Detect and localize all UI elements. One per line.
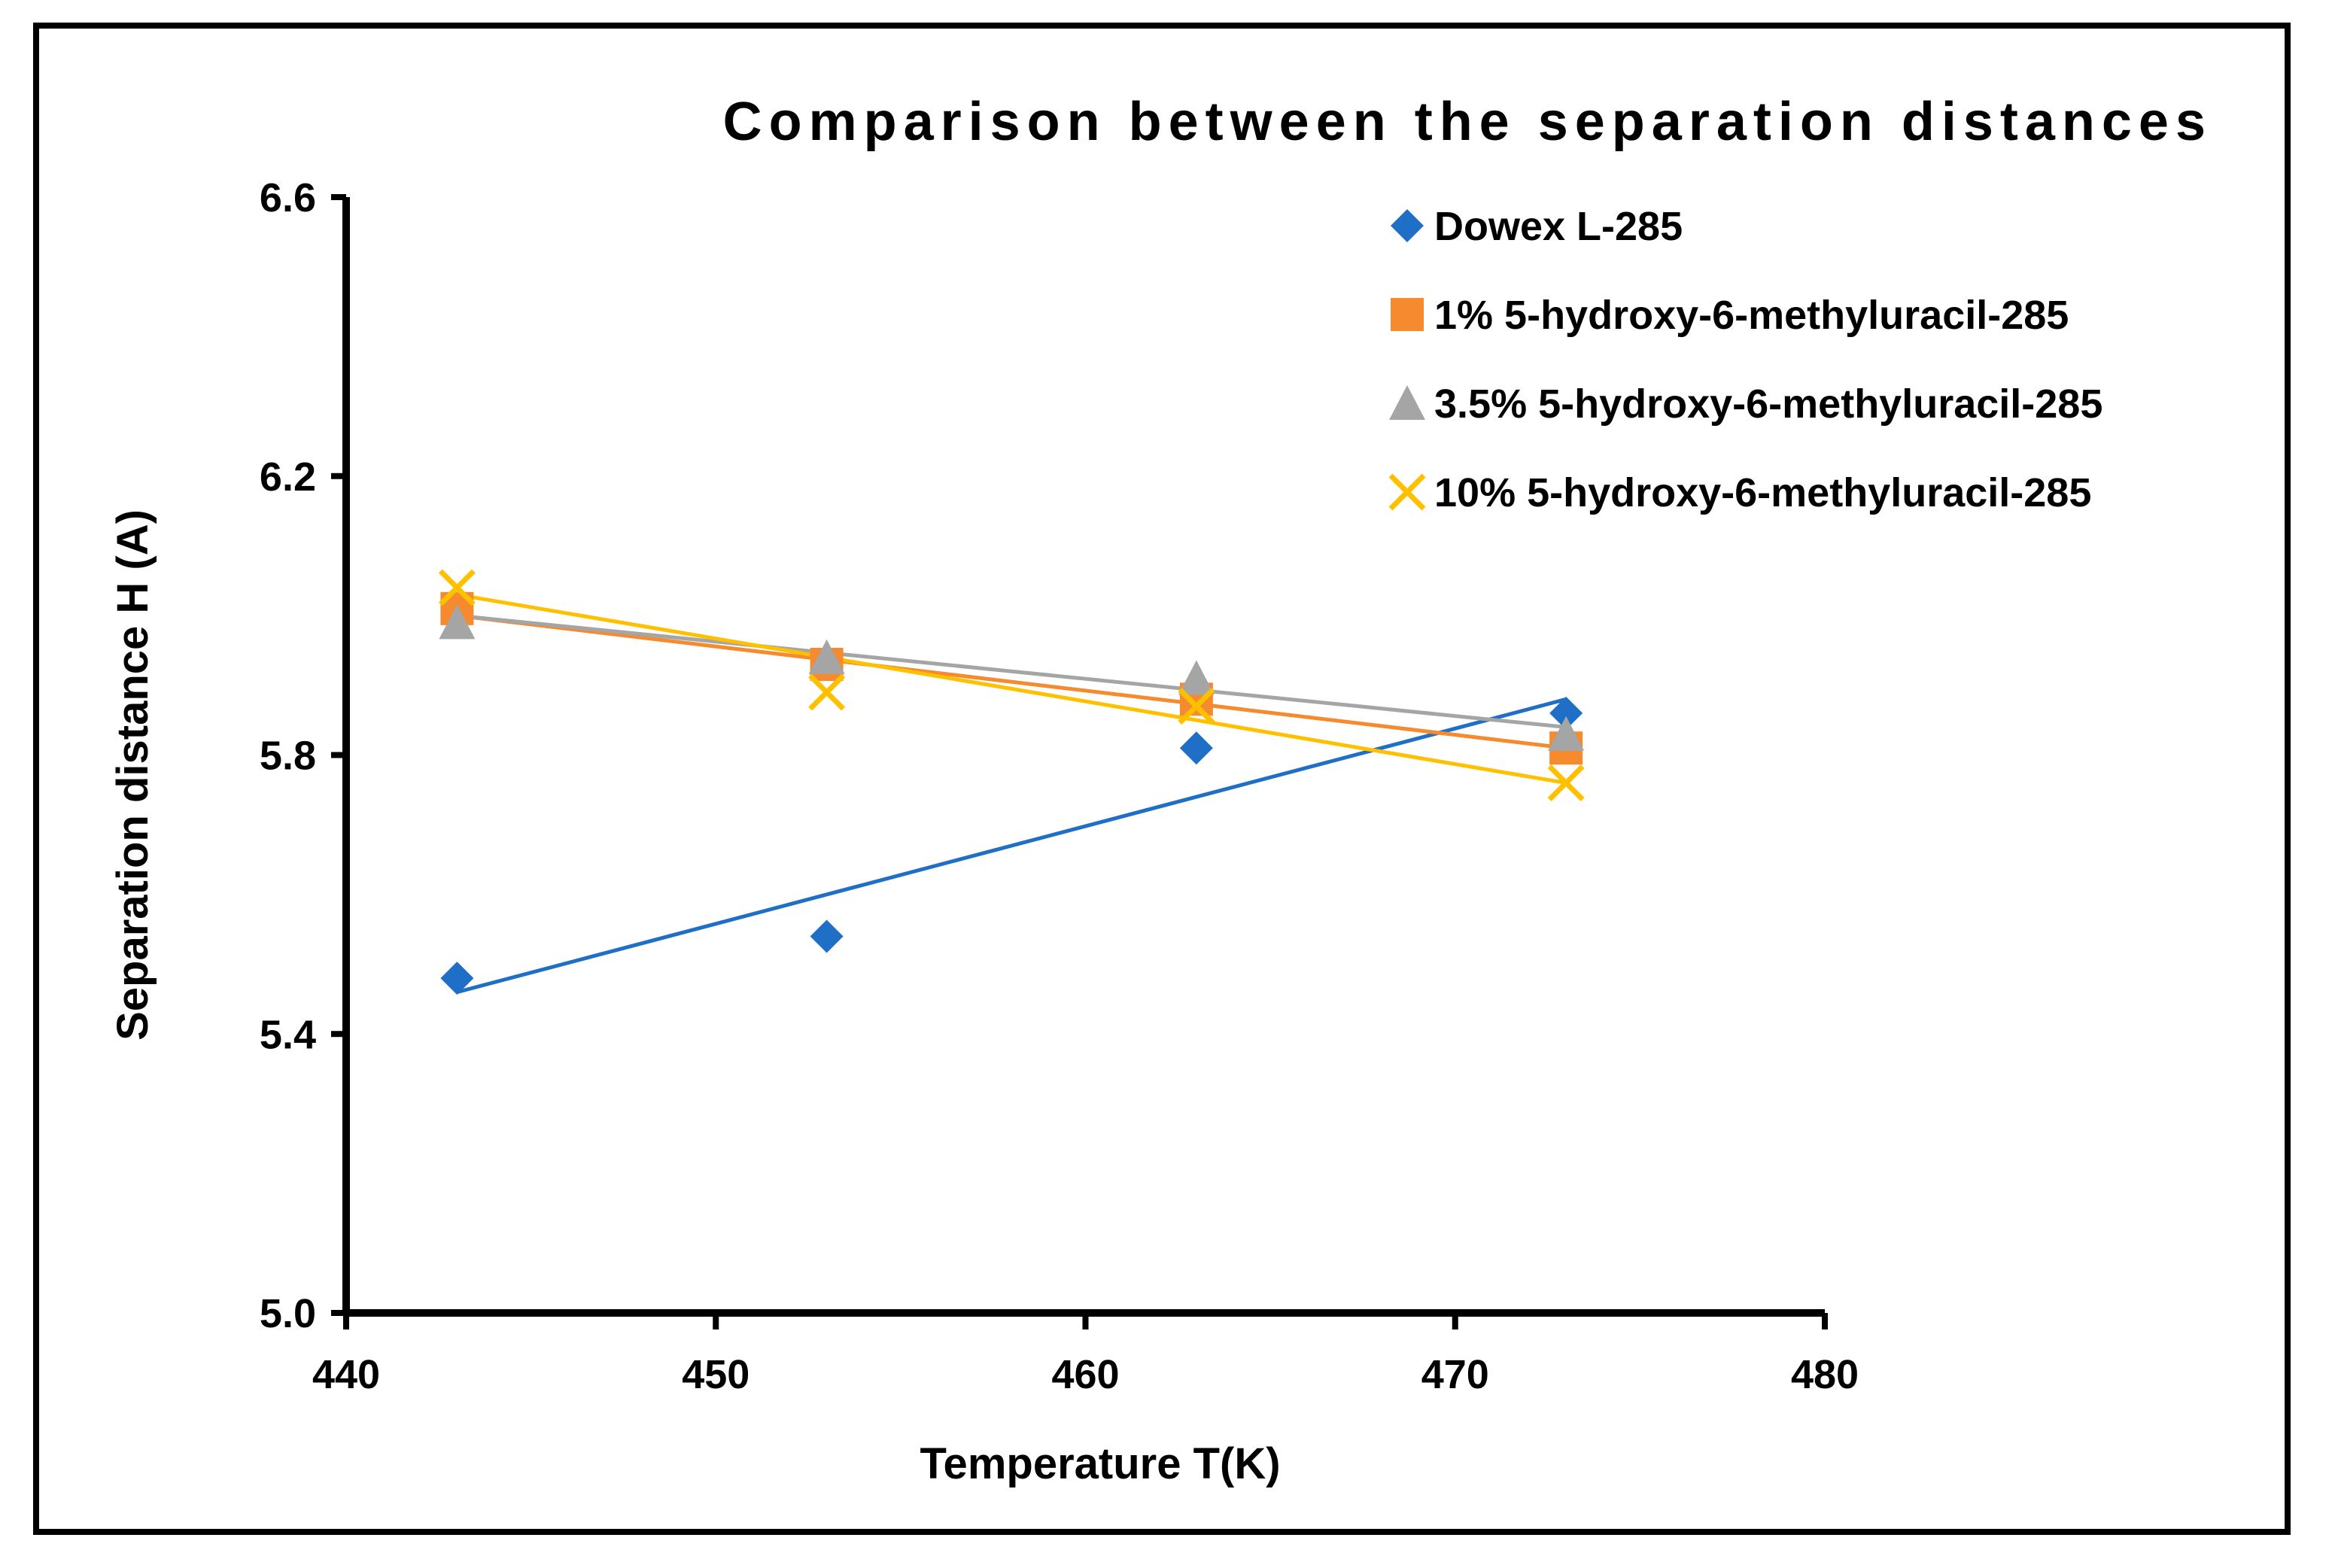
trendlines [456, 592, 1567, 995]
legend-marker-4 [1388, 473, 1426, 511]
x-tick-label: 440 [312, 1352, 380, 1397]
axes: 5.0 5.4 5.8 6.2 6.6 440 450 460 470 480 [260, 175, 1859, 1397]
data-point-series-4 [808, 673, 846, 711]
data-point-series-3 [808, 639, 845, 674]
data-point-series-3 [439, 604, 476, 640]
y-axis-label: Separation distance H (A) [108, 509, 157, 1041]
data-point-series-3 [1178, 660, 1215, 695]
data-point-series-1 [1179, 731, 1213, 765]
trendline-series-2 [457, 613, 1567, 750]
legend-label-4: 10% 5-hydroxy-6-methyluracil-285 [1434, 470, 2091, 515]
x-tick-label: 470 [1421, 1352, 1489, 1397]
legend-marker-1 [1391, 209, 1424, 242]
trendline-series-1 [456, 697, 1567, 995]
data-markers [438, 569, 1585, 995]
x-tick-label: 480 [1791, 1352, 1859, 1397]
y-tick-label: 5.4 [260, 1012, 316, 1057]
y-tick-label: 5.0 [260, 1291, 316, 1336]
legend-label-2: 1% 5-hydroxy-6-methyluracil-285 [1434, 293, 2069, 338]
x-tick-label: 460 [1051, 1352, 1119, 1397]
data-point-series-4 [1547, 764, 1585, 802]
data-point-series-1 [440, 962, 474, 995]
y-tick-label: 6.2 [260, 454, 316, 500]
legend-label-1: Dowex L-285 [1434, 204, 1683, 249]
data-point-series-4 [1178, 688, 1215, 725]
trendline-series-3 [457, 613, 1567, 729]
data-point-series-3 [1548, 716, 1585, 751]
y-tick-label: 5.8 [260, 734, 316, 779]
legend: Dowex L-285 1% 5-hydroxy-6-methyluracil-2… [1388, 204, 2102, 515]
x-axis-label: Temperature T(K) [920, 1439, 1280, 1488]
trendline-series-4 [456, 592, 1567, 786]
data-point-series-1 [1549, 696, 1583, 730]
data-point-series-1 [810, 919, 844, 953]
chart-title: Comparison between the separation distan… [723, 92, 2212, 152]
data-point-series-4 [438, 569, 476, 606]
legend-label-3: 3.5% 5-hydroxy-6-methyluracil-285 [1434, 381, 2102, 427]
y-tick-label: 6.6 [260, 175, 316, 220]
legend-marker-2 [1391, 298, 1424, 331]
x-tick-label: 450 [682, 1352, 749, 1397]
chart-frame [33, 23, 2291, 1535]
legend-marker-3 [1389, 385, 1425, 420]
